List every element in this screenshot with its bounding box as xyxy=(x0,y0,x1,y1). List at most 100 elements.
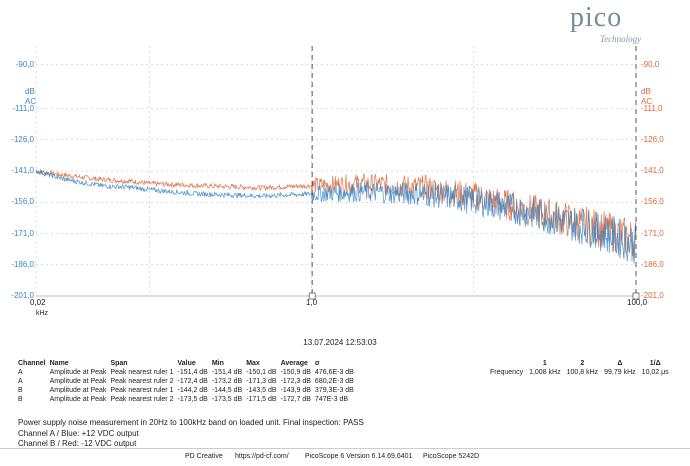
cell: Peak nearest ruler 1 xyxy=(110,369,174,376)
footer-brand: PD Creative xyxy=(185,453,223,460)
cell: Peak nearest ruler 2 xyxy=(110,396,174,403)
footer-url[interactable]: https://pd-cf.com/ xyxy=(235,453,289,460)
cell: -173,2 dB xyxy=(211,378,243,385)
cell: 476,6E-3 dB xyxy=(314,369,354,376)
footer: PD Creative https://pd-cf.com/ PicoScope… xyxy=(0,448,690,466)
cell: 10,02 μs xyxy=(641,369,669,376)
left-axis-unit: dB xyxy=(25,87,35,96)
cell: A xyxy=(18,369,23,376)
col-header: Span xyxy=(110,360,128,367)
col-header: Max xyxy=(246,360,260,367)
y-tick-label-left: -141,0 xyxy=(11,166,34,175)
y-tick-label-left: -186,0 xyxy=(11,259,34,269)
ruler-handle xyxy=(632,292,640,300)
col-header xyxy=(490,359,529,368)
col-header: Value xyxy=(177,360,196,367)
x-tick-label: 100,0 xyxy=(627,298,648,307)
measurements-table: Channel Name Span Value Min Max Average … xyxy=(18,359,358,404)
cell: -171,5 dB xyxy=(246,396,277,403)
cell: B xyxy=(18,387,23,394)
table-row[interactable]: B Amplitude at Peak Peak nearest ruler 1… xyxy=(18,386,358,395)
cell: 99,79 kHz xyxy=(604,369,636,376)
cell: Peak nearest ruler 2 xyxy=(110,378,174,385)
right-axis-coupling: AC xyxy=(641,97,653,106)
pico-technology-logo: pico Technology xyxy=(560,2,670,46)
y-tick-label-left: -156,0 xyxy=(11,197,34,207)
cell: -172,7 dB xyxy=(280,396,311,403)
y-tick-label-left: -171,0 xyxy=(11,228,34,238)
y-tick-label-right: -126,0 xyxy=(641,134,664,144)
cell: A xyxy=(18,378,23,385)
y-tick-label-right: -90,0 xyxy=(641,59,660,69)
cell: B xyxy=(18,396,23,403)
cell: -172,3 dB xyxy=(280,378,311,385)
table-row[interactable]: B Amplitude at Peak Peak nearest ruler 2… xyxy=(18,395,358,404)
cell: Frequency xyxy=(490,369,524,376)
cell: -143,9 dB xyxy=(280,387,311,394)
ruler-table: 1 2 Δ 1/Δ Frequency 1,008 kHz 100,8 kHz … xyxy=(490,359,675,377)
cell: Peak nearest ruler 1 xyxy=(110,387,174,394)
col-header: σ xyxy=(314,360,320,367)
cell: -143,5 dB xyxy=(246,387,277,394)
col-header: Δ xyxy=(617,360,623,367)
cell: Amplitude at Peak xyxy=(49,396,107,403)
cell: Amplitude at Peak xyxy=(49,378,107,385)
table-row[interactable]: Frequency 1,008 kHz 100,8 kHz 99,79 kHz … xyxy=(490,368,675,377)
y-tick-label-right: -111,0 xyxy=(641,103,663,113)
series-channel-a-line xyxy=(35,169,637,264)
ruler-header-row: 1 2 Δ 1/Δ xyxy=(490,359,675,368)
col-header: Min xyxy=(211,360,224,367)
x-axis-unit: kHz xyxy=(36,310,49,317)
cell: -150,1 dB xyxy=(246,369,277,376)
ruler-layer xyxy=(308,46,640,300)
cell: 747E-3 dB xyxy=(314,396,349,403)
y-tick-label-right: -171,0 xyxy=(641,228,664,238)
col-header: 2 xyxy=(580,360,585,367)
cell: 100,8 kHz xyxy=(566,369,599,376)
y-tick-label-left: -90,0 xyxy=(15,59,34,69)
right-axis-unit: dB xyxy=(641,87,651,96)
y-tick-label-left: -111,0 xyxy=(12,103,35,113)
cell: -144,2 dB xyxy=(177,387,208,394)
cell: -173,5 dB xyxy=(211,396,243,403)
plot-grid xyxy=(35,46,637,297)
x-tick-label: 1,0 xyxy=(306,298,318,307)
cell: -151,4 dB xyxy=(211,369,243,376)
y-tick-label-left: -201,0 xyxy=(11,291,34,300)
cell: Amplitude at Peak xyxy=(49,387,107,394)
left-axis-coupling: AC xyxy=(25,97,37,106)
footer-device: PicoScope 5242D xyxy=(423,453,480,460)
measurements-header-row: Channel Name Span Value Min Max Average … xyxy=(18,359,358,368)
col-header: Average xyxy=(280,360,308,367)
y-tick-label-right: -156,0 xyxy=(641,197,664,207)
col-header: 1/Δ xyxy=(649,360,661,367)
y-tick-label-left: -126,0 xyxy=(11,134,34,144)
notes-line: Channel B / Red: -12 VDC output xyxy=(18,439,137,448)
cell: 379,3E-3 dB xyxy=(314,387,354,394)
series-layer xyxy=(35,168,637,264)
logo-subtitle: Technology xyxy=(600,34,642,44)
cell: Amplitude at Peak xyxy=(49,369,107,376)
y-tick-label-right: -141,0 xyxy=(641,166,664,175)
notes-line: Channel A / Blue: +12 VDC output xyxy=(18,429,139,438)
footer-version: PicoScope 6 Version 6.14.69.6401 xyxy=(305,453,413,460)
table-row[interactable]: A Amplitude at Peak Peak nearest ruler 1… xyxy=(18,368,358,377)
cell: -172,4 dB xyxy=(177,378,208,385)
table-row[interactable]: A Amplitude at Peak Peak nearest ruler 2… xyxy=(18,377,358,386)
logo-wordmark: pico xyxy=(570,2,623,33)
y-tick-label-right: -186,0 xyxy=(641,259,664,269)
capture-timestamp: 13.07.2024 12:53:03 xyxy=(303,338,377,347)
cell: 1,008 kHz xyxy=(529,369,561,376)
cell: 680,2E-3 dB xyxy=(314,378,354,385)
cell: -144,5 dB xyxy=(211,387,243,394)
cell: -151,4 dB xyxy=(177,369,208,376)
x-tick-label: 0,02 xyxy=(30,298,46,307)
ruler-handle xyxy=(308,292,316,300)
col-header: Name xyxy=(49,360,69,367)
col-header: 1 xyxy=(542,360,547,367)
cell: -150,9 dB xyxy=(280,369,311,376)
cell: -173,5 dB xyxy=(177,396,208,403)
notes-line: Power supply noise measurement in 20Hz t… xyxy=(18,418,364,427)
col-header: Channel xyxy=(18,360,46,367)
